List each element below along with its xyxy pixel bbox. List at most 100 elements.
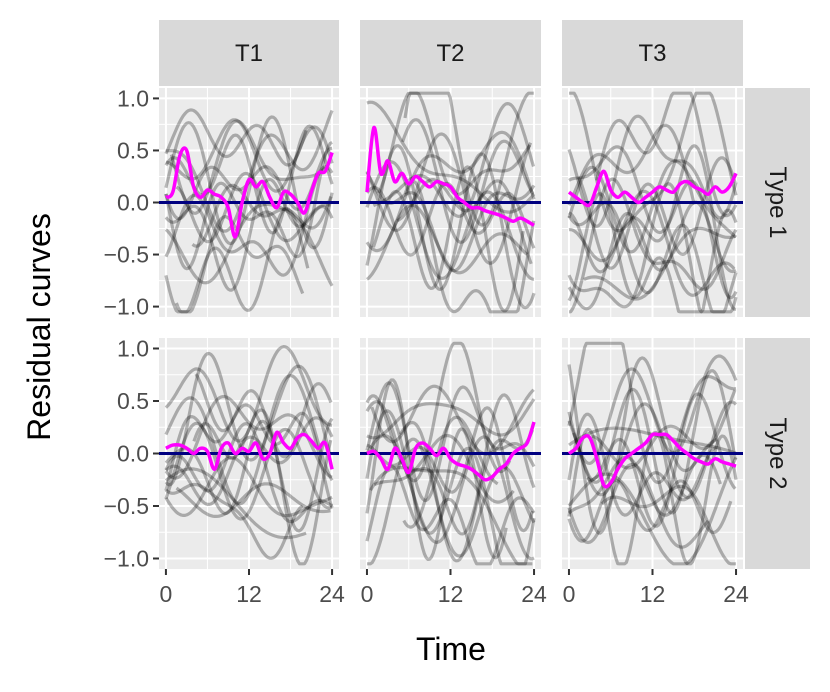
x-tick-label: 0 bbox=[563, 581, 576, 607]
residual-curve bbox=[401, 118, 535, 244]
x-axis-title: Time bbox=[416, 631, 486, 667]
strip-background bbox=[745, 88, 810, 317]
curves-group bbox=[562, 341, 743, 566]
residual-curve bbox=[366, 100, 536, 214]
y-tick-label: 0.0 bbox=[117, 441, 149, 467]
x-tick-label: 12 bbox=[236, 581, 262, 607]
residual-curve bbox=[403, 179, 536, 314]
residual-curve bbox=[164, 345, 333, 443]
mean-curve bbox=[165, 430, 334, 472]
strip-background bbox=[745, 338, 810, 569]
residual-curve bbox=[365, 381, 536, 502]
residual-curve bbox=[600, 484, 736, 566]
x-tick-label: 24 bbox=[723, 581, 749, 607]
residual-curve bbox=[365, 130, 536, 253]
residual-curve bbox=[164, 467, 307, 540]
residual-curve bbox=[396, 178, 533, 265]
residual-curve bbox=[191, 183, 333, 248]
strip-label: Type 1 bbox=[764, 166, 791, 238]
curves-group bbox=[360, 341, 541, 566]
strip-label: T2 bbox=[436, 40, 464, 67]
curves-group bbox=[360, 91, 541, 314]
strip-type-2: Type 2 bbox=[745, 338, 810, 569]
residual-curve bbox=[568, 144, 737, 311]
y-tick-label: 0.0 bbox=[117, 190, 149, 216]
y-axis-title: Residual curves bbox=[21, 213, 57, 441]
residual-curve bbox=[567, 192, 738, 314]
residual-curve bbox=[164, 108, 308, 167]
residual-curve bbox=[567, 356, 718, 535]
residual-curve bbox=[365, 144, 536, 310]
residual-curve bbox=[403, 91, 534, 227]
residual-curve bbox=[164, 403, 334, 509]
strip-background bbox=[360, 20, 541, 86]
mean-curve bbox=[164, 146, 334, 239]
residual-curve bbox=[366, 398, 536, 440]
residual-curve bbox=[175, 482, 331, 518]
residual-curve bbox=[365, 434, 535, 561]
residual-curve bbox=[568, 145, 738, 300]
residual-curve bbox=[567, 159, 738, 254]
strip-t2: T2 bbox=[360, 20, 541, 86]
residual-curve bbox=[569, 177, 738, 314]
residual-curve bbox=[164, 351, 332, 487]
x-tick-label: 12 bbox=[438, 581, 464, 607]
residual-curve bbox=[567, 478, 733, 543]
y-tick-label: 1.0 bbox=[117, 336, 149, 362]
residual-curve bbox=[365, 203, 529, 281]
residual-curve bbox=[367, 437, 536, 566]
residual-curve bbox=[164, 202, 334, 287]
residual-curve bbox=[372, 102, 536, 218]
residual-curve bbox=[164, 416, 334, 506]
residual-curve bbox=[164, 374, 334, 506]
residual-curve bbox=[164, 422, 333, 524]
axes-layer: −1.0 −0.5 0.0 0.5 1.0 −1.0 −0.5 0.0 0.5 1.0 0 12 24 0… bbox=[104, 85, 749, 607]
strip-t1: T1 bbox=[159, 20, 339, 86]
residual-curve bbox=[365, 464, 536, 566]
strips-layer: T1 T2 T3 Type 1 Type 2 bbox=[159, 20, 810, 569]
residual-curve bbox=[164, 482, 304, 560]
residual-curve bbox=[567, 123, 696, 206]
x-tick-label: 12 bbox=[640, 581, 666, 607]
curves-group bbox=[562, 91, 743, 314]
panels-layer bbox=[159, 88, 743, 569]
residual-curve bbox=[567, 200, 737, 311]
residual-curve bbox=[398, 420, 535, 563]
residual-curve bbox=[169, 119, 327, 215]
y-tick-label: −1.0 bbox=[104, 546, 149, 572]
mean-curve bbox=[567, 432, 737, 489]
mean-curve bbox=[366, 421, 536, 482]
residual-curve bbox=[164, 206, 310, 314]
residual-curve bbox=[569, 91, 738, 233]
strip-label: T3 bbox=[638, 40, 666, 67]
panel-t1-type-2 bbox=[159, 338, 339, 569]
panel-t1-type-1 bbox=[159, 88, 339, 317]
curves-group bbox=[159, 108, 339, 314]
panel-t3-type-1 bbox=[562, 88, 743, 317]
residual-curve bbox=[175, 171, 331, 244]
residual-curve bbox=[164, 115, 334, 250]
residual-curve bbox=[174, 215, 305, 314]
residual-curve bbox=[369, 465, 533, 566]
residual-curve bbox=[567, 182, 738, 314]
y-tick-label: −0.5 bbox=[104, 493, 149, 519]
y-tick-label: 0.5 bbox=[117, 137, 149, 163]
mean-curve bbox=[365, 125, 535, 227]
residual-curve bbox=[567, 456, 738, 566]
residual-curve bbox=[164, 421, 333, 521]
strip-background bbox=[562, 20, 743, 86]
y-tick-label: −0.5 bbox=[104, 242, 149, 268]
residual-curve bbox=[365, 378, 508, 561]
residual-curve bbox=[567, 201, 738, 314]
curves-group bbox=[159, 345, 339, 566]
residual-curve bbox=[164, 177, 334, 292]
residual-curve bbox=[365, 341, 512, 483]
strip-type-1: Type 1 bbox=[745, 88, 810, 317]
residual-curve bbox=[373, 433, 515, 504]
residual-curve bbox=[567, 341, 737, 485]
x-tick-label: 24 bbox=[319, 581, 345, 607]
residual-curve bbox=[365, 160, 535, 281]
residual-curve bbox=[567, 412, 718, 517]
residual-curve bbox=[591, 389, 737, 470]
